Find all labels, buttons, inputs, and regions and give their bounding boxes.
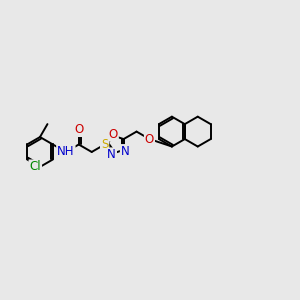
Text: O: O (109, 128, 118, 141)
Text: O: O (74, 123, 83, 136)
Text: NH: NH (57, 146, 75, 158)
Text: S: S (101, 138, 108, 151)
Text: N: N (121, 145, 130, 158)
Text: O: O (145, 133, 154, 146)
Text: N: N (107, 148, 116, 161)
Text: Cl: Cl (29, 160, 41, 173)
